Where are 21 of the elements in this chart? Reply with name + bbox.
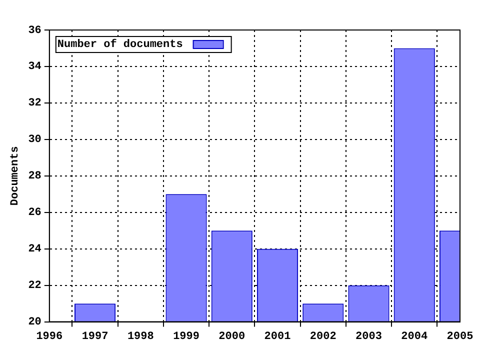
x-tick-label: 2002 — [310, 331, 336, 344]
x-tick-label: 2003 — [356, 331, 382, 344]
x-tick-label: 1996 — [36, 331, 63, 344]
y-tick-label: 32 — [28, 98, 42, 110]
x-tick-label: 1997 — [82, 331, 108, 344]
y-axis-title: Documents — [9, 146, 22, 206]
y-tick-label: 26 — [28, 207, 42, 220]
y-tick-label: 28 — [28, 170, 42, 183]
y-tick-label: 36 — [28, 24, 42, 37]
y-tick-label: 30 — [28, 134, 42, 146]
y-tick-label: 24 — [28, 244, 42, 256]
x-tick-label: 2000 — [218, 331, 246, 344]
x-tick-label: 2004 — [401, 331, 428, 344]
x-tick-label: 1998 — [127, 331, 154, 344]
legend-label: Number of documents — [57, 38, 183, 51]
x-tick-label: 2005 — [446, 331, 474, 344]
y-tick-label: 20 — [28, 316, 42, 329]
y-tick-label: 22 — [28, 280, 42, 292]
y-tick-label: 34 — [28, 61, 42, 74]
x-tick-label: 2001 — [264, 331, 292, 344]
x-tick-label: 1999 — [173, 331, 200, 344]
